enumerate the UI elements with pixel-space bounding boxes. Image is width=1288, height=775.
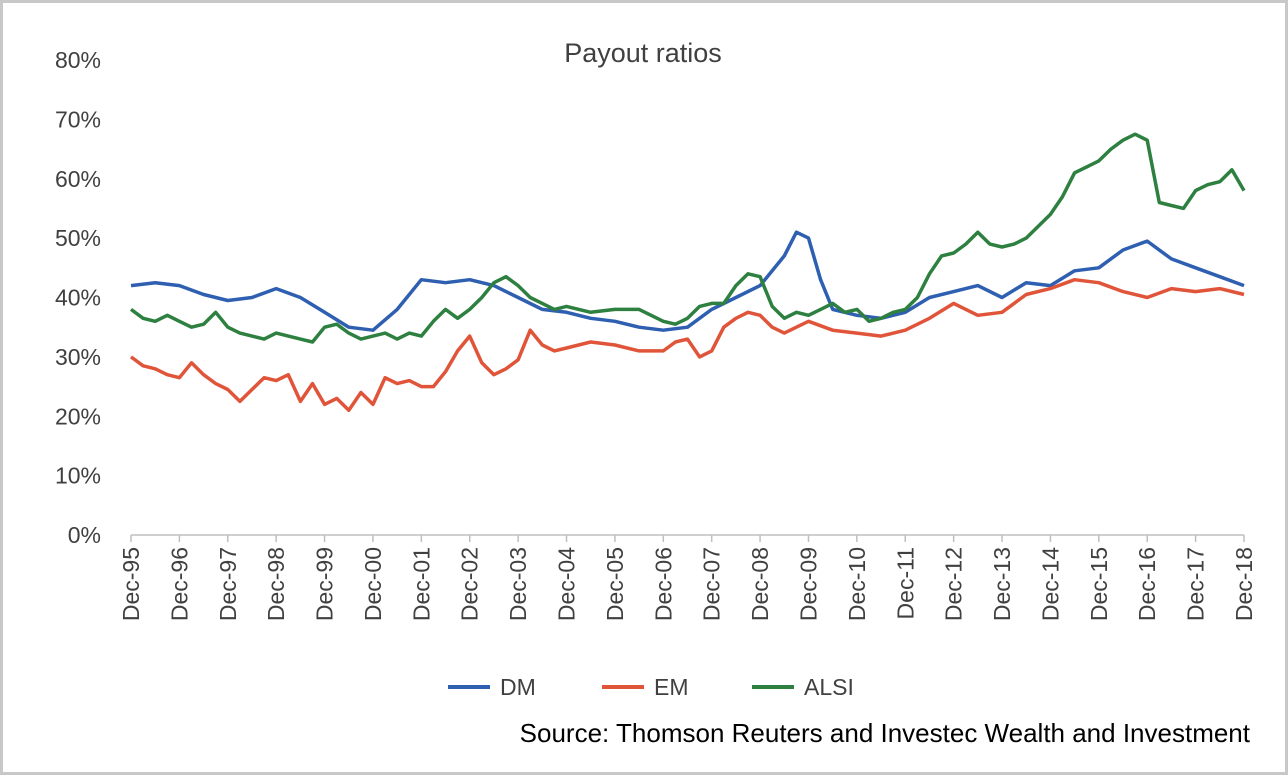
x-tick-label: Dec-12 (941, 547, 967, 621)
x-tick-label: Dec-02 (457, 547, 483, 621)
x-tick-label: Dec-04 (554, 547, 580, 621)
y-tick-label: 0% (68, 522, 101, 548)
x-tick-label: Dec-13 (989, 547, 1015, 621)
y-tick-label: 50% (55, 225, 101, 251)
x-tick-label: Dec-08 (747, 547, 773, 621)
x-tick-label: Dec-06 (650, 547, 676, 621)
chart-title: Payout ratios (564, 38, 722, 68)
legend-label-em: EM (654, 674, 689, 700)
legend: DM EM ALSI (448, 674, 854, 700)
legend-label-dm: DM (500, 674, 536, 700)
x-tick-label: Dec-03 (505, 547, 531, 621)
series-line-em (129, 277, 1245, 413)
x-tick-label: Dec-18 (1231, 547, 1257, 621)
x-tick-label: Dec-11 (892, 547, 918, 619)
y-tick-label: 40% (55, 285, 101, 311)
x-tick-label: Dec-01 (408, 547, 434, 621)
x-tick-label: Dec-96 (166, 547, 192, 621)
x-tick-label: Dec-14 (1037, 547, 1063, 621)
series-lines (129, 132, 1246, 413)
y-tick-label: 70% (55, 106, 101, 132)
x-tick-label: Dec-98 (263, 547, 289, 621)
y-tick-label: 10% (55, 463, 101, 489)
x-tick-label: Dec-99 (312, 547, 338, 621)
x-tick-label: Dec-07 (699, 547, 725, 621)
y-tick-label: 30% (55, 344, 101, 370)
source-note: Source: Thomson Reuters and Investec Wea… (520, 718, 1251, 748)
x-tick-label: Dec-17 (1183, 547, 1209, 621)
y-tick-label: 80% (55, 47, 101, 73)
y-axis: 0% 10% 20% 30% 40% 50% 60% 70% 80% (55, 47, 101, 548)
x-tick-label: Dec-16 (1134, 547, 1160, 621)
x-tick-label: Dec-95 (118, 547, 144, 621)
x-tick-label: Dec-10 (844, 547, 870, 621)
y-tick-label: 20% (55, 403, 101, 429)
y-tick-label: 60% (55, 166, 101, 192)
series-line-alsi (129, 132, 1246, 344)
x-tick-label: Dec-05 (602, 547, 628, 621)
series-line-dm (130, 230, 1245, 332)
x-axis: Dec-95 Dec-96 Dec-97 Dec-98 Dec-99 Dec-00 Dec-… (118, 534, 1257, 621)
x-tick-label: Dec-00 (360, 547, 386, 621)
legend-label-alsi: ALSI (804, 674, 854, 700)
x-tick-label: Dec-97 (215, 547, 241, 621)
x-tick-label: Dec-15 (1086, 547, 1112, 621)
x-tick-label: Dec-09 (795, 547, 821, 621)
